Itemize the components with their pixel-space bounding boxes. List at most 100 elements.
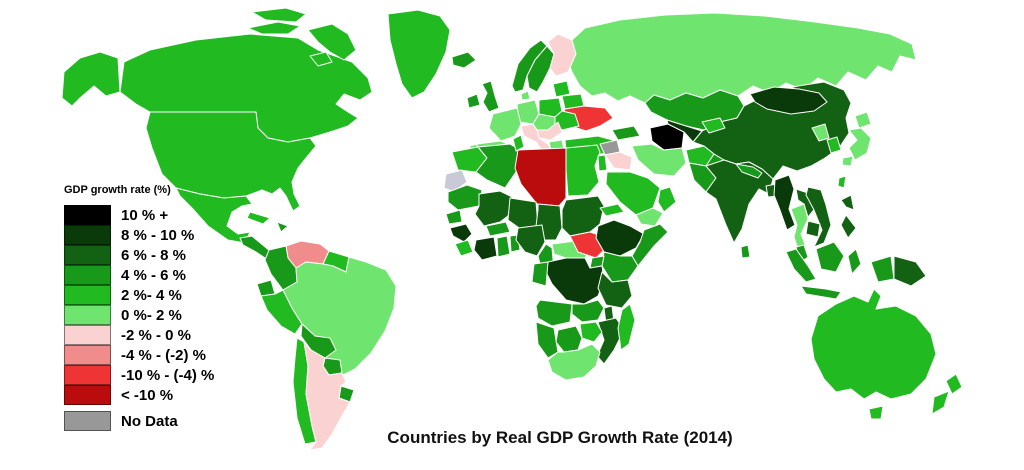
region-southafrica — [547, 343, 601, 381]
region-caucasus — [611, 125, 641, 141]
region-mexico — [175, 187, 253, 244]
region-angola — [535, 299, 573, 327]
legend-swatch-nodata — [64, 411, 111, 431]
region-finland — [547, 33, 577, 77]
legend-label-n2_0: -2 % - 0 % — [121, 326, 192, 344]
region-uk — [481, 80, 500, 113]
region-libya — [514, 147, 567, 207]
region-cambodia — [805, 220, 821, 238]
region-vietnam — [805, 186, 832, 248]
region-iraq — [604, 151, 633, 171]
legend-label-gt10: 10 % + — [121, 206, 169, 224]
legend-swatch-g8_10 — [64, 225, 111, 245]
region-burkina — [485, 221, 511, 237]
region-guinea — [449, 223, 473, 243]
legend-swatch-n10_4 — [64, 365, 111, 385]
legend-row-g2_4: 2 %- 4 % — [64, 285, 214, 305]
region-egypt — [565, 144, 601, 197]
region-borneo — [815, 241, 845, 273]
region-eritrea — [599, 203, 625, 217]
region-nkorea — [811, 123, 830, 142]
legend-swatch-g6_8 — [64, 245, 111, 265]
region-mozambique — [596, 317, 625, 365]
region-senegal — [445, 209, 463, 225]
region-russia — [565, 12, 917, 104]
region-ivorycoast — [473, 236, 498, 261]
legend-row-g6_8: 6 % - 8 % — [64, 245, 214, 265]
legend-row-nodata: No Data — [64, 411, 214, 431]
region-philippines2 — [840, 214, 857, 239]
region-sierraleone — [454, 239, 474, 257]
legend-row-n10_4: -10 % - (-4) % — [64, 365, 214, 385]
legend-row-n4_2: -4 % - (-2) % — [64, 345, 214, 365]
region-greenland — [387, 9, 451, 99]
region-ecuador — [256, 279, 276, 297]
region-thailand — [790, 203, 809, 253]
region-congogabon — [531, 261, 549, 287]
region-hispaniola — [276, 221, 289, 233]
legend-swatch-n4_2 — [64, 345, 111, 365]
region-france — [488, 107, 522, 142]
region-oman — [657, 186, 677, 213]
legend-swatch-n2_0 — [64, 325, 111, 345]
region-ireland — [466, 93, 481, 109]
legend: GDP growth rate (%) 10 % + 8 % - 10 % 6 % … — [64, 184, 214, 431]
region-sulawesi — [847, 248, 862, 275]
region-png — [893, 255, 927, 287]
region-argentina — [303, 341, 351, 451]
region-somalia — [631, 223, 669, 267]
region-java — [800, 285, 842, 300]
legend-row-g4_6: 4 % - 6 % — [64, 265, 214, 285]
region-denmark — [520, 90, 531, 101]
region-tunisia — [512, 134, 525, 152]
region-nepal — [735, 163, 763, 179]
region-nigeria — [515, 224, 546, 257]
legend-swatch-g2_4 — [64, 285, 111, 305]
legend-row-n2_0: -2 % - 0 % — [64, 325, 214, 345]
region-italy — [520, 123, 554, 157]
legend-label-g2_4: 2 %- 4 % — [121, 286, 182, 304]
region-botswana — [555, 325, 583, 353]
legend-label-nodata: No Data — [121, 412, 178, 430]
region-cuba — [246, 211, 271, 225]
region-iran — [631, 143, 687, 177]
region-uzbekistan — [666, 119, 703, 143]
region-myanmar — [773, 174, 796, 231]
region-bolivia — [300, 323, 337, 359]
legend-swatch-g4_6 — [64, 265, 111, 285]
region-baltics — [552, 80, 571, 98]
region-algeria — [475, 143, 521, 189]
region-sumatra — [785, 248, 817, 283]
region-mongolia — [749, 86, 828, 115]
region-iceland — [451, 51, 477, 69]
legend-row-g8_10: 8 % - 10 % — [64, 225, 214, 245]
region-taiwan — [837, 175, 847, 189]
legend-row-gt10: 10 % + — [64, 205, 214, 225]
region-yemen — [635, 207, 664, 227]
legend-swatch-g0_2 — [64, 305, 111, 325]
legend-title: GDP growth rate (%) — [64, 184, 171, 196]
legend-row-g0_2: 0 %- 2 % — [64, 305, 214, 325]
region-tanzania — [597, 271, 633, 309]
region-mali — [474, 190, 513, 227]
region-jordanisrael — [597, 154, 608, 172]
legend-label-g6_8: 6 % - 8 % — [121, 246, 187, 264]
region-wpapua — [870, 255, 895, 283]
region-japan_honshu — [848, 127, 872, 161]
region-sweden — [526, 45, 555, 93]
region-kenya — [601, 251, 639, 283]
region-arctic4 — [309, 51, 333, 67]
region-arctic3 — [307, 23, 357, 61]
region-srilanka — [740, 244, 751, 259]
region-zambia — [571, 299, 605, 323]
region-namibia — [535, 321, 559, 359]
region-arctic1 — [247, 21, 301, 35]
region-arctic2 — [251, 7, 307, 23]
legend-label-g8_10: 8 % - 10 % — [121, 226, 195, 244]
region-japan_hokkaido — [854, 111, 872, 129]
region-australia — [810, 288, 937, 400]
region-ghana — [496, 235, 511, 258]
region-niger — [507, 197, 539, 231]
legend-rows: 10 % + 8 % - 10 % 6 % - 8 % 4 % - 6 % 2 %- 4… — [64, 205, 214, 431]
